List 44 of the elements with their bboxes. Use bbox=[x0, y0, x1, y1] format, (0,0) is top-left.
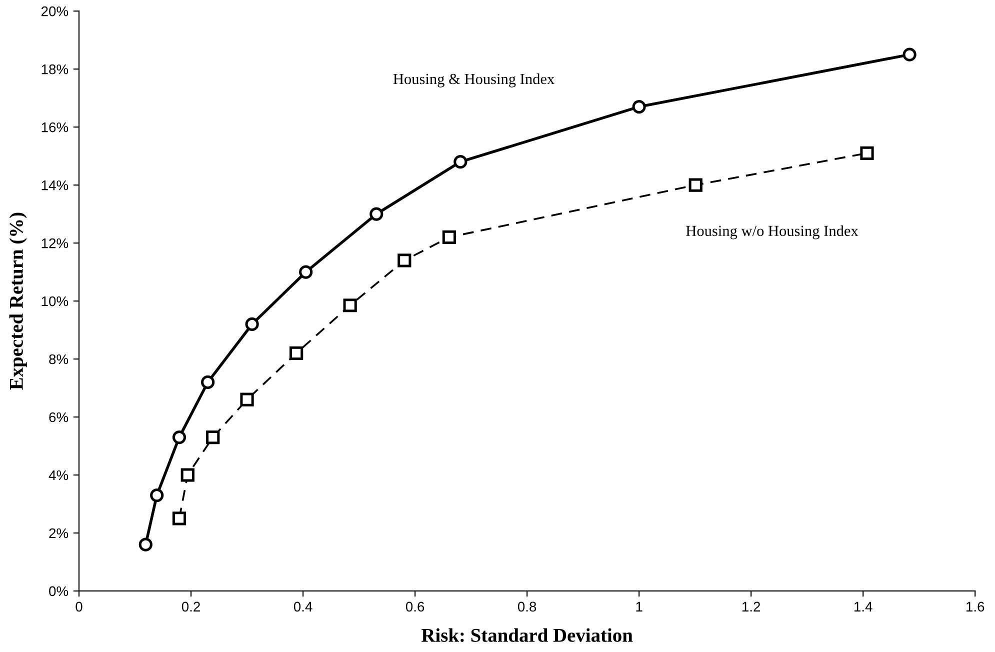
y-tick-label: 4% bbox=[48, 470, 68, 480]
point bbox=[180, 468, 194, 482]
y-tick-label: 0% bbox=[49, 586, 68, 596]
point bbox=[343, 298, 357, 312]
x-tick-label: 0.6 bbox=[406, 602, 424, 612]
x-tick-label: 1 bbox=[636, 602, 642, 612]
x-tick-label: 0.8 bbox=[518, 602, 536, 612]
point bbox=[860, 146, 874, 160]
x-tick-label: 0.4 bbox=[294, 602, 312, 612]
point bbox=[206, 430, 220, 444]
y-tick-label: 20% bbox=[41, 6, 68, 16]
point bbox=[902, 48, 916, 62]
y-tick-label: 16% bbox=[42, 122, 68, 132]
point bbox=[172, 512, 186, 526]
point bbox=[398, 254, 412, 268]
point bbox=[138, 538, 152, 552]
x-axis-title: Risk: Standard Deviation bbox=[422, 628, 633, 642]
y-tick-label: 10% bbox=[42, 296, 68, 306]
y-tick-label: 14% bbox=[42, 180, 68, 190]
x-tick-label: 0 bbox=[76, 602, 82, 612]
text: Housing w/o Housing Index bbox=[686, 225, 858, 240]
x-tick-label: 1.4 bbox=[854, 602, 872, 612]
y-tick-label: 6% bbox=[49, 412, 68, 422]
point bbox=[370, 207, 384, 221]
y-axis-title: Expected Return (%) bbox=[9, 212, 27, 390]
x-tick-label: 1.2 bbox=[742, 602, 760, 612]
point bbox=[442, 230, 456, 244]
point bbox=[299, 265, 313, 279]
point bbox=[688, 178, 702, 192]
point bbox=[172, 430, 186, 444]
point bbox=[240, 392, 254, 406]
point bbox=[454, 155, 468, 169]
y-tick-label: 8% bbox=[49, 354, 68, 364]
x-tick-label: 1.6 bbox=[966, 602, 984, 612]
x-tick-label: 0.2 bbox=[182, 602, 200, 612]
point bbox=[201, 375, 215, 390]
y-tick-label: 18% bbox=[42, 64, 68, 74]
y-tick-label: 12% bbox=[42, 238, 68, 248]
text: Housing & Housing Index bbox=[393, 73, 554, 88]
point bbox=[245, 317, 259, 332]
y-tick-label: 2% bbox=[49, 528, 68, 538]
point bbox=[632, 100, 646, 114]
point bbox=[290, 346, 304, 360]
point bbox=[150, 488, 164, 502]
